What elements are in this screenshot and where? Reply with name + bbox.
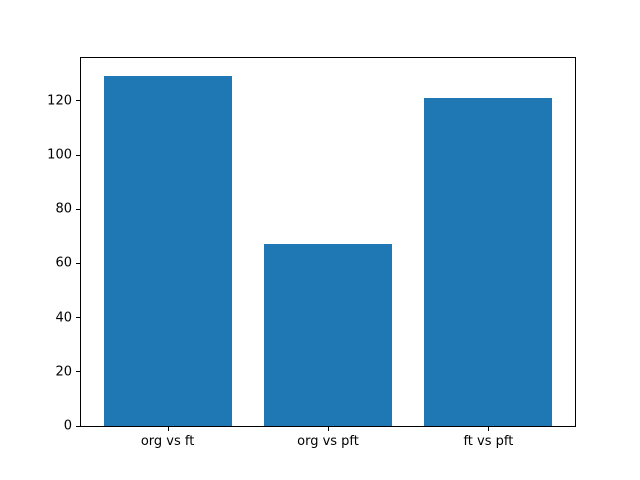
bar xyxy=(424,98,553,426)
y-tick-label: 60 xyxy=(55,255,72,271)
y-tick-mark xyxy=(76,425,80,427)
y-tick-label: 100 xyxy=(47,147,72,163)
y-tick-mark xyxy=(76,208,80,210)
x-tick-label: org vs ft xyxy=(140,434,195,449)
y-tick-label: 40 xyxy=(55,310,72,326)
x-tick-mark xyxy=(488,427,490,431)
y-tick-mark xyxy=(76,100,80,102)
x-tick-label: org vs pft xyxy=(297,434,359,449)
y-tick-label: 120 xyxy=(47,93,72,109)
x-tick-mark xyxy=(167,427,169,431)
x-tick-label: ft vs pft xyxy=(463,434,514,449)
bar xyxy=(263,244,393,426)
y-tick-mark xyxy=(76,262,80,264)
y-tick-label: 20 xyxy=(55,364,72,380)
x-tick-mark xyxy=(328,427,329,431)
bar xyxy=(103,76,232,426)
y-tick-mark xyxy=(76,317,80,319)
y-tick-label: 0 xyxy=(63,418,72,434)
y-tick-label: 80 xyxy=(55,201,72,217)
y-tick-mark xyxy=(76,154,80,156)
y-tick-mark xyxy=(76,371,80,373)
axes: 0 20 40 60 80 100 120 org vs ft org vs pft ft vs… xyxy=(47,57,576,448)
